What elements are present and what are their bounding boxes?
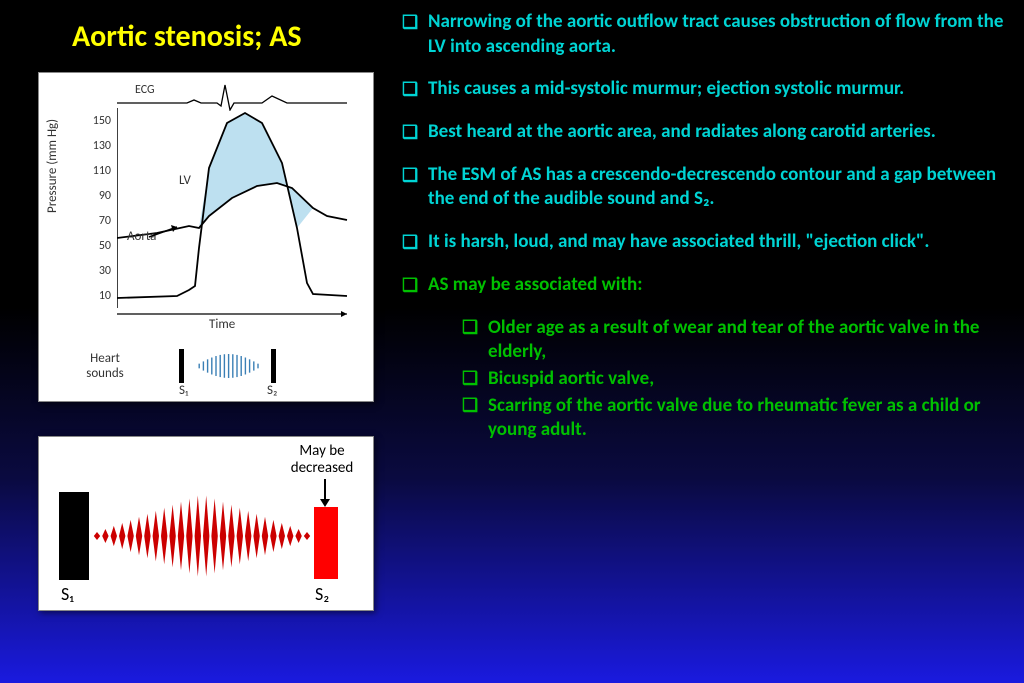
bullet-marker-icon: ❑ [402, 10, 428, 59]
aorta-arrow [147, 225, 187, 241]
bullet-marker-icon: ❑ [462, 394, 488, 443]
y-tick-label: 50 [83, 239, 111, 253]
y-tick-label: 150 [83, 114, 111, 128]
bullet-item: ❑Narrowing of the aortic outflow tract c… [402, 10, 1012, 59]
lv-label: LV [179, 173, 191, 188]
sub-bullet-text: Older age as a result of wear and tear o… [488, 316, 1012, 365]
pressure-chart-panel: Pressure (mm Hg) 1030507090110130150 ECG… [38, 72, 374, 402]
bullet-text: Narrowing of the aortic outflow tract ca… [428, 10, 1012, 59]
bullet-marker-icon: ❑ [462, 367, 488, 392]
y-tick-label: 70 [83, 214, 111, 228]
time-label: Time [209, 317, 235, 332]
bullet-text: Best heard at the aortic area, and radia… [428, 120, 1012, 145]
bullet-item: ❑AS may be associated with: [402, 273, 1012, 298]
bullet-list: ❑Narrowing of the aortic outflow tract c… [402, 10, 1012, 445]
heart-sounds-diagram [159, 341, 359, 391]
sub-bullet-item: ❑Scarring of the aortic valve due to rhe… [462, 394, 1012, 443]
fig2-s2-label: S₂ [315, 583, 329, 605]
sub-bullet-item: ❑Bicuspid aortic valve, [462, 367, 1012, 392]
pressure-plot [117, 108, 357, 318]
bullet-marker-icon: ❑ [402, 163, 428, 212]
bullet-marker-icon: ❑ [462, 316, 488, 365]
y-tick-label: 10 [83, 289, 111, 303]
s2-label: S₂ [267, 383, 277, 398]
bullet-marker-icon: ❑ [402, 230, 428, 255]
bullet-text: It is harsh, loud, and may have associat… [428, 230, 1012, 255]
sub-bullet-text: Scarring of the aortic valve due to rheu… [488, 394, 1012, 443]
bullet-text: The ESM of AS has a crescendo-decrescend… [428, 163, 1012, 212]
y-tick-label: 90 [83, 189, 111, 203]
sub-bullet-text: Bicuspid aortic valve, [488, 367, 1012, 392]
murmur-diagram-panel: May be decreased S₁ S₂ [38, 436, 374, 611]
slide-title: Aortic stenosis; AS [72, 18, 302, 55]
bullet-item: ❑The ESM of AS has a crescendo-decrescen… [402, 163, 1012, 212]
sub-bullet-list: ❑Older age as a result of wear and tear … [462, 316, 1012, 443]
heart-sounds-label: Heartsounds [75, 351, 135, 381]
s1-label: S₁ [179, 383, 188, 398]
bullet-item: ❑It is harsh, loud, and may have associa… [402, 230, 1012, 255]
bullet-text: AS may be associated with: [428, 273, 1012, 298]
bullet-text: This causes a mid-systolic murmur; eject… [428, 77, 1012, 102]
y-tick-label: 30 [83, 264, 111, 278]
ecg-trace [117, 81, 347, 111]
bullet-marker-icon: ❑ [402, 273, 428, 298]
bullet-item: ❑Best heard at the aortic area, and radi… [402, 120, 1012, 145]
fig2-s1-label: S₁ [61, 583, 74, 605]
sub-bullet-item: ❑Older age as a result of wear and tear … [462, 316, 1012, 365]
bullet-marker-icon: ❑ [402, 120, 428, 145]
bullet-marker-icon: ❑ [402, 77, 428, 102]
y-axis-label: Pressure (mm Hg) [45, 119, 60, 213]
y-tick-label: 110 [83, 164, 111, 178]
y-tick-label: 130 [83, 139, 111, 153]
bullet-item: ❑This causes a mid-systolic murmur; ejec… [402, 77, 1012, 102]
